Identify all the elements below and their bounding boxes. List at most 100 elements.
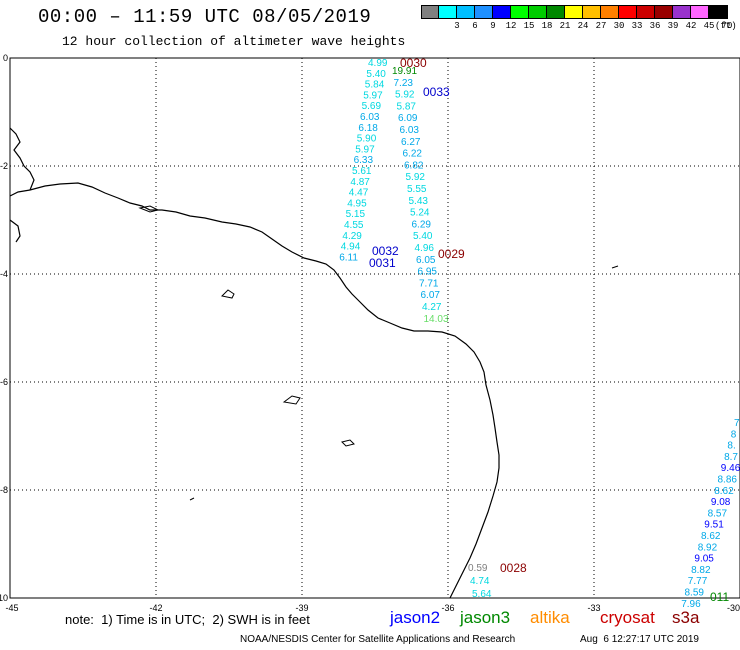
tick-labels: -45 -42 -39 -36 -33 -30 0 -2 -4 -6 -8 -10 (0, 53, 740, 613)
wave-height-value: 5.97 (363, 90, 383, 101)
wave-height-value: 6.22 (403, 149, 423, 160)
wave-height-value: 9.08 (711, 497, 731, 508)
island-4 (611, 265, 619, 269)
map-subtitle: 12 hour collection of altimeter wave hei… (62, 34, 406, 49)
satellite-cryosat: cryosat (600, 608, 655, 627)
wave-height-value: 4.27 (422, 302, 442, 313)
footer-note: note: 1) Time is in UTC; 2) SWH is in fe… (65, 612, 310, 627)
lat-tick-label: -6 (0, 377, 8, 387)
legend-label: 36 (649, 21, 661, 31)
wave-height-value: 5.92 (406, 172, 426, 183)
credit-line: NOAA/NESDIS Center for Satellite Applica… (240, 634, 516, 645)
wave-height-value: 4.55 (344, 220, 364, 231)
wave-height-value: 6.95 (418, 267, 438, 278)
wave-height-value: 5.15 (346, 209, 366, 220)
legend-label: 45 (703, 21, 715, 31)
wave-height-value: 4.29 (342, 231, 362, 242)
legend-swatch (583, 5, 601, 18)
wave-height-value: 4.47 (349, 188, 369, 199)
legend-swatch (637, 5, 655, 18)
wave-height-value: 5.55 (407, 184, 427, 195)
wave-height-value: 19.91 (392, 66, 417, 77)
wave-height-value: 6.82 (404, 160, 424, 171)
wave-height-value: 6.29 (412, 219, 432, 230)
wave-height-value: 5.61 (352, 166, 372, 177)
wave-height-value: 7.77 (688, 576, 708, 587)
lat-tick-label: -2 (0, 161, 8, 171)
lon-tick-label: -36 (441, 603, 454, 613)
legend-label: 70 (721, 21, 733, 31)
wave-height-value: 4.95 (347, 198, 367, 209)
wave-height-value: 8. (727, 441, 735, 452)
wave-height-value: 6.09 (398, 113, 418, 124)
wave-height-value: 7.71 (419, 278, 439, 289)
legend-label: 12 (505, 21, 517, 31)
wave-height-value: 5.64 (472, 589, 492, 600)
legend-swatch (619, 5, 637, 18)
satellite-jason2: jason2 (390, 608, 441, 627)
pass-time-label: 0033 (423, 85, 450, 99)
legend-swatch (565, 5, 583, 18)
island-6 (138, 205, 160, 213)
legend-swatch (601, 5, 619, 18)
legend-swatch (673, 5, 691, 18)
legend-swatch (421, 5, 439, 18)
wave-height-value: 6.07 (421, 290, 441, 301)
lon-tick-label: -39 (295, 603, 308, 613)
wave-height-value: 4.87 (350, 177, 370, 188)
wave-height-value: 8.59 (685, 588, 705, 599)
island-2 (282, 395, 301, 405)
satellite-s3a: s3a (672, 608, 700, 627)
legend-label: 3 (454, 21, 460, 31)
wave-height-value: 8.57 (708, 508, 728, 519)
wave-height-value: 5.40 (413, 231, 433, 242)
legend-label: 6 (472, 21, 478, 31)
lat-tick-label: 0 (3, 53, 8, 63)
wave-height-value: 7 (734, 418, 740, 429)
wave-height-value: 8.86 (718, 475, 738, 486)
legend-swatch (511, 5, 529, 18)
map-title: 00:00 – 11:59 UTC 08/05/2019 (38, 6, 372, 28)
wave-height-value: 5.84 (365, 80, 385, 91)
legend-label: 27 (595, 21, 607, 31)
satellite-jason3: jason3 (460, 608, 511, 627)
legend-label: 24 (577, 21, 589, 31)
wave-height-value: 5.43 (409, 196, 429, 207)
legend-swatch (547, 5, 565, 18)
legend-label: 39 (667, 21, 679, 31)
wave-height-value: 6.27 (401, 137, 421, 148)
wave-height-value: 6.05 (416, 255, 436, 266)
legend-label: 9 (490, 21, 496, 31)
pass-time-label: 011 (710, 590, 729, 604)
wave-height-value: 5.69 (362, 101, 382, 112)
wave-height-value: 9.46 (721, 463, 740, 474)
map-frame (9, 57, 740, 599)
pass-time-label: 0029 (438, 247, 465, 261)
pass-time-label: 0028 (500, 561, 527, 575)
wave-height-value: 8.62 (714, 486, 734, 497)
wave-height-value: 8.7 (724, 452, 738, 463)
legend-swatch (475, 5, 493, 18)
wave-height-value: 0.59 (468, 563, 488, 574)
lon-tick-label: -33 (587, 603, 600, 613)
wave-height-value: 6.33 (354, 155, 374, 166)
legend-unit: (ft) (715, 21, 737, 31)
wave-height-value: 8.92 (698, 542, 718, 553)
lat-tick-label: -8 (0, 485, 8, 495)
legend-label: 21 (559, 21, 571, 31)
legend-swatch (691, 5, 709, 18)
lon-tick-label: -30 (727, 603, 740, 613)
wave-height-value: 5.97 (355, 144, 375, 155)
legend-swatch (529, 5, 547, 18)
legend-swatch (457, 5, 475, 18)
wave-height-value: 5.92 (395, 90, 415, 101)
wave-height-value: 7.96 (681, 599, 701, 610)
legend-label: 15 (523, 21, 535, 31)
pass-time-label: 0031 (369, 256, 396, 270)
legend-label: 18 (541, 21, 553, 31)
lon-tick-label: -45 (5, 603, 18, 613)
island-3 (341, 439, 355, 447)
wave-height-value: 5.87 (397, 101, 417, 112)
wave-height-value: 4.96 (415, 243, 435, 254)
